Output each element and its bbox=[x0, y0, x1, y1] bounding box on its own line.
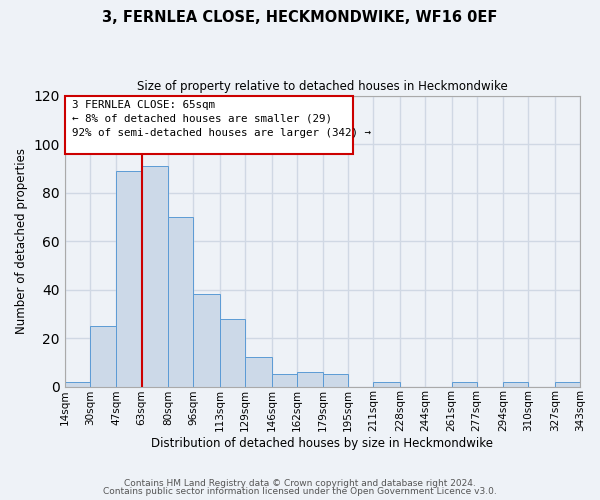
Bar bbox=[193, 294, 220, 386]
Bar bbox=[296, 372, 323, 386]
Bar bbox=[142, 166, 168, 386]
Bar bbox=[168, 217, 193, 386]
Text: 3, FERNLEA CLOSE, HECKMONDWIKE, WF16 0EF: 3, FERNLEA CLOSE, HECKMONDWIKE, WF16 0EF bbox=[103, 10, 497, 25]
Bar bbox=[116, 170, 142, 386]
Bar bbox=[373, 382, 400, 386]
Bar bbox=[452, 382, 476, 386]
Title: Size of property relative to detached houses in Heckmondwike: Size of property relative to detached ho… bbox=[137, 80, 508, 93]
Text: Contains public sector information licensed under the Open Government Licence v3: Contains public sector information licen… bbox=[103, 487, 497, 496]
X-axis label: Distribution of detached houses by size in Heckmondwike: Distribution of detached houses by size … bbox=[151, 437, 493, 450]
Bar bbox=[90, 326, 116, 386]
Y-axis label: Number of detached properties: Number of detached properties bbox=[15, 148, 28, 334]
Bar bbox=[65, 382, 90, 386]
Text: 3 FERNLEA CLOSE: 65sqm
← 8% of detached houses are smaller (29)
92% of semi-deta: 3 FERNLEA CLOSE: 65sqm ← 8% of detached … bbox=[72, 100, 371, 138]
Bar bbox=[555, 382, 580, 386]
Text: Contains HM Land Registry data © Crown copyright and database right 2024.: Contains HM Land Registry data © Crown c… bbox=[124, 478, 476, 488]
Bar bbox=[323, 374, 348, 386]
Bar bbox=[245, 358, 272, 386]
Bar bbox=[272, 374, 296, 386]
Bar bbox=[503, 382, 529, 386]
Bar bbox=[220, 318, 245, 386]
